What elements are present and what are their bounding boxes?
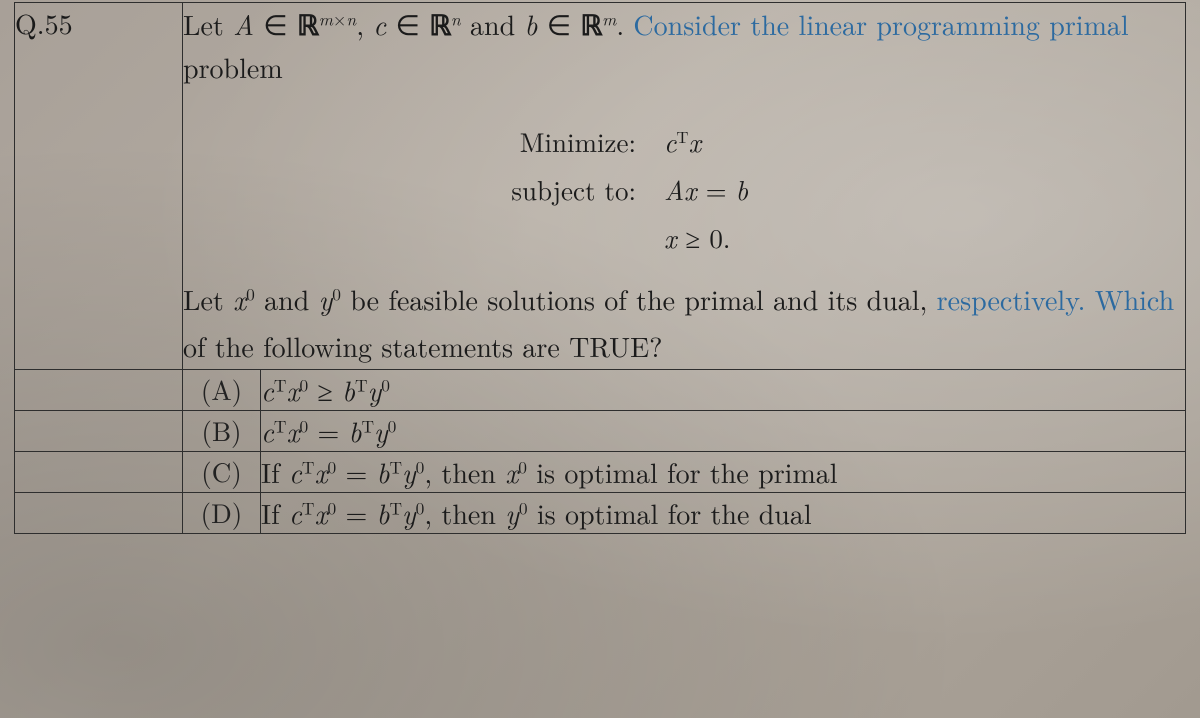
- stem-line-3: Let x0 and y0 be feasible solutions of t…: [183, 278, 1185, 321]
- option-d-label-cell[interactable]: (D): [183, 492, 261, 533]
- lp-block: Minimize: cTx subject to: Ax = b x ≥ 0.: [454, 122, 914, 256]
- lp-row-min: Minimize: cTx: [454, 122, 914, 160]
- stem-line-4: of the following statements are TRUE?: [183, 325, 1185, 368]
- lp-min-label: Minimize:: [454, 122, 664, 160]
- option-a-text-cell[interactable]: cTx0 ≥ bTy0: [261, 369, 1186, 410]
- lp-row-nonneg: x ≥ 0.: [454, 218, 914, 256]
- option-a-label-cell[interactable]: (A): [183, 369, 261, 410]
- option-d-text: If cTx0 = bTy0, then y0 is optimal for t…: [261, 493, 812, 533]
- question-stem-cell: Let A ∈ ℝm×n, c ∈ ℝn and b ∈ ℝm. Conside…: [183, 3, 1186, 370]
- option-d-label: (D): [201, 493, 243, 531]
- lp-nonneg-expr: x ≥ 0.: [664, 218, 914, 256]
- question-number: Q.55: [15, 3, 73, 43]
- option-c-text: If cTx0 = bTy0, then x0 is optimal for t…: [261, 452, 838, 492]
- option-a-spacer: [15, 369, 183, 410]
- option-d-spacer: [15, 492, 183, 533]
- option-b-label: (B): [201, 411, 241, 449]
- option-row-d: (D) If cTx0 = bTy0, then y0 is optimal f…: [15, 492, 1186, 533]
- question-page: Q.55 Let A ∈ ℝm×n, c ∈ ℝn and b ∈ ℝm. Co…: [0, 0, 1200, 718]
- question-number-cell: Q.55: [15, 3, 183, 370]
- option-c-label: (C): [201, 452, 242, 490]
- option-b-text-cell[interactable]: cTx0 = bTy0: [261, 410, 1186, 451]
- option-b-label-cell[interactable]: (B): [183, 410, 261, 451]
- option-row-b: (B) cTx0 = bTy0: [15, 410, 1186, 451]
- lp-min-expr: cTx: [664, 122, 914, 160]
- stem-line-2: problem: [183, 46, 1185, 89]
- option-b-text: cTx0 = bTy0: [261, 411, 396, 451]
- option-c-text-cell[interactable]: If cTx0 = bTy0, then x0 is optimal for t…: [261, 451, 1186, 492]
- option-a-label: (A): [201, 370, 242, 408]
- option-c-label-cell[interactable]: (C): [183, 451, 261, 492]
- option-row-c: (C) If cTx0 = bTy0, then x0 is optimal f…: [15, 451, 1186, 492]
- stem-row: Q.55 Let A ∈ ℝm×n, c ∈ ℝn and b ∈ ℝm. Co…: [15, 3, 1186, 370]
- option-row-a: (A) cTx0 ≥ bTy0: [15, 369, 1186, 410]
- lp-subject-expr: Ax = b: [664, 170, 914, 208]
- lp-blank: [454, 218, 664, 256]
- option-c-spacer: [15, 451, 183, 492]
- lp-row-subject: subject to: Ax = b: [454, 170, 914, 208]
- lp-subject-label: subject to:: [454, 170, 664, 208]
- option-d-text-cell[interactable]: If cTx0 = bTy0, then y0 is optimal for t…: [261, 492, 1186, 533]
- option-b-spacer: [15, 410, 183, 451]
- stem-line-1: Let A ∈ ℝm×n, c ∈ ℝn and b ∈ ℝm. Conside…: [183, 3, 1185, 46]
- option-a-text: cTx0 ≥ bTy0: [261, 370, 390, 410]
- question-table: Q.55 Let A ∈ ℝm×n, c ∈ ℝn and b ∈ ℝm. Co…: [14, 2, 1186, 534]
